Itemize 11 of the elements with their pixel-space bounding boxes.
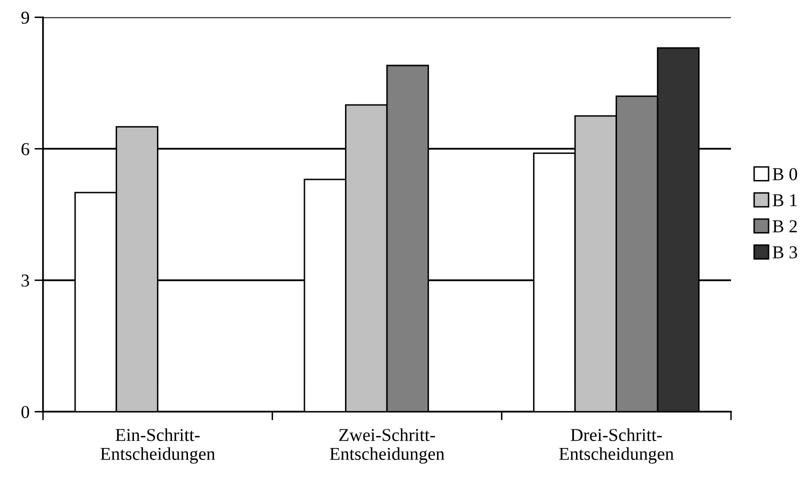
y-tick-label: 9 (21, 12, 30, 24)
legend-label: B 2 (772, 220, 797, 232)
legend-label: B 0 (772, 168, 798, 180)
x-tick-label: Ein-Schritt- Entscheidungen (100, 428, 216, 464)
y-tick-label: 0 (21, 406, 30, 418)
legend-label: B 1 (772, 194, 797, 206)
y-tick-label: 3 (22, 274, 30, 287)
x-tick-label: Drei-Schritt- Entscheidungen (559, 428, 674, 464)
x-tick-label: Zwei-Schritt- Entscheidungen (330, 428, 444, 464)
y-tick-label: 6 (22, 143, 30, 156)
legend-label: B 3 (772, 246, 798, 258)
